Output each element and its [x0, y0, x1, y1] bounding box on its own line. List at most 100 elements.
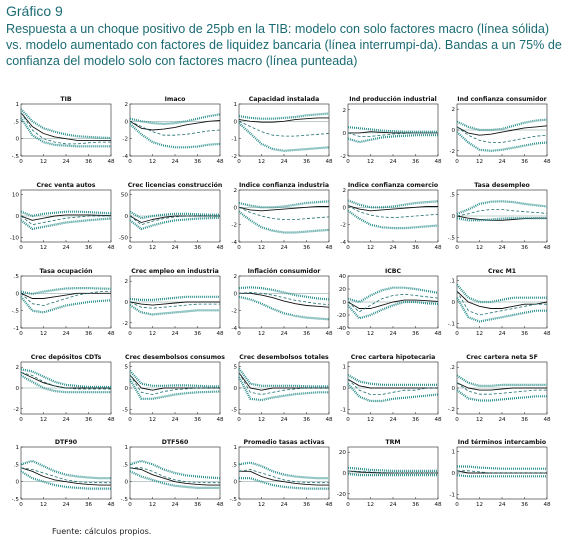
- x-tick-label: 24: [280, 502, 288, 508]
- series-band-upper: [129, 459, 221, 480]
- x-tick-label: 24: [62, 502, 70, 508]
- panel-title: Crec M1: [488, 268, 516, 275]
- y-tick-label: .5: [14, 462, 20, 468]
- series-dashed: [456, 290, 547, 316]
- x-tick-label: 48: [107, 159, 115, 165]
- y-tick-label: 0: [233, 291, 237, 297]
- x-tick-label: 48: [216, 502, 224, 508]
- series-dashed: [20, 467, 111, 484]
- panel: Indice confianza industria -4 -2 0 2 0 12 24 36 4…: [231, 182, 333, 251]
- panel-title: Crec cartera neta SF: [466, 354, 538, 361]
- figure-number: Gráfico 9: [6, 3, 63, 19]
- x-tick-label: 12: [40, 502, 47, 508]
- series-dashed: [129, 374, 220, 395]
- y-tick-label: 50: [121, 192, 129, 198]
- series-band-upper: [238, 367, 329, 388]
- panel-title: Promedio tasas activas: [243, 439, 324, 446]
- panel-title: Crec venta autos: [36, 182, 95, 189]
- x-tick-label: 24: [280, 159, 288, 165]
- series-solid: [347, 299, 439, 309]
- panel-title: TIB: [60, 96, 72, 103]
- x-tick-label: 36: [85, 245, 93, 251]
- series-band-upper: [20, 210, 112, 218]
- x-tick-label: 0: [346, 417, 350, 423]
- series-band-lower: [456, 131, 548, 152]
- y-tick-label: .1: [450, 278, 456, 284]
- series-solid: [20, 214, 112, 221]
- y-tick-label: -.5: [12, 309, 20, 315]
- series-dashed: [238, 292, 330, 305]
- y-tick-label: 1: [233, 445, 237, 451]
- series-band-upper: [129, 369, 220, 388]
- panel-title: DTF560: [162, 439, 189, 446]
- x-tick-label: 0: [19, 502, 23, 508]
- series-band-upper: [238, 461, 329, 480]
- series-dashed: [238, 120, 330, 137]
- panel-title: Capacidad instalada: [249, 96, 320, 103]
- x-tick-label: 12: [476, 417, 483, 423]
- x-tick-label: 24: [389, 417, 397, 423]
- x-tick-label: 36: [85, 502, 93, 508]
- panel: DTF90-.50.510 12 24 36 48: [12, 439, 115, 508]
- x-tick-label: 12: [476, 159, 483, 165]
- panel-frame: [347, 189, 439, 243]
- x-tick-label: 48: [543, 245, 551, 251]
- y-tick-label: -.5: [448, 236, 456, 242]
- x-tick-label: 12: [367, 245, 374, 251]
- panel: ICBC -40 -20 0 20 40 0 12 24 36 48: [337, 268, 442, 337]
- panel-title: Tasa ocupación: [40, 267, 93, 275]
- y-tick-label: 1: [451, 449, 455, 455]
- y-tick-label: 0: [342, 205, 346, 211]
- y-tick-label: 2: [233, 274, 237, 280]
- x-tick-label: 0: [237, 331, 241, 337]
- y-tick-label: -2: [340, 223, 346, 229]
- x-tick-label: 48: [434, 159, 442, 165]
- panel-frame: [20, 103, 112, 157]
- x-tick-label: 12: [40, 331, 47, 337]
- series-band-lower: [238, 122, 330, 152]
- y-tick-label: -5: [231, 408, 237, 414]
- x-tick-label: 24: [498, 245, 506, 251]
- y-tick-label: -2: [122, 321, 128, 327]
- x-tick-label: 0: [455, 331, 459, 337]
- x-tick-label: 36: [194, 331, 202, 337]
- x-tick-label: 24: [498, 331, 506, 337]
- y-tick-label: 0: [233, 386, 237, 392]
- figure-heading: Gráfico 9 Respuesta a un choque positivo…: [6, 3, 562, 69]
- y-tick-label: .5: [232, 462, 238, 468]
- x-tick-label: 48: [434, 331, 442, 337]
- y-tick-label: 0: [15, 137, 19, 143]
- y-tick-label: 20: [339, 450, 347, 456]
- series-band-upper: [456, 118, 548, 132]
- series-solid: [239, 470, 329, 486]
- y-tick-label: -50: [119, 236, 129, 242]
- series-band-lower: [238, 376, 329, 402]
- x-tick-label: 0: [19, 159, 23, 165]
- y-tick-label: 0: [15, 214, 19, 220]
- x-tick-label: 36: [521, 331, 529, 337]
- y-tick-label: -2: [13, 407, 19, 413]
- series-dashed: [129, 120, 221, 136]
- series-solid: [238, 206, 329, 212]
- x-tick-label: 0: [128, 331, 132, 337]
- series-dashed: [347, 470, 438, 474]
- y-tick-label: -4: [122, 154, 128, 160]
- series-dashed: [347, 205, 439, 219]
- y-tick-label: 0: [342, 386, 346, 392]
- x-tick-label: 0: [346, 159, 350, 165]
- x-tick-label: 48: [325, 159, 333, 165]
- y-tick-label: .5: [450, 192, 456, 198]
- y-tick-label: 0: [233, 119, 237, 125]
- series-solid: [129, 301, 220, 306]
- y-tick-label: 0: [451, 128, 455, 134]
- x-tick-label: 0: [128, 502, 132, 508]
- x-tick-label: 0: [346, 331, 350, 337]
- series-band-lower: [129, 470, 220, 489]
- x-tick-label: 24: [280, 245, 288, 251]
- series-dashed: [20, 372, 111, 390]
- x-tick-label: 12: [149, 417, 156, 423]
- panel: TIB-.50.510 12 24 36 48: [12, 96, 115, 165]
- x-tick-label: 12: [258, 159, 265, 165]
- panel: Capacidad instalada -2 -1 0 1 0 12 24 36 48: [231, 96, 333, 165]
